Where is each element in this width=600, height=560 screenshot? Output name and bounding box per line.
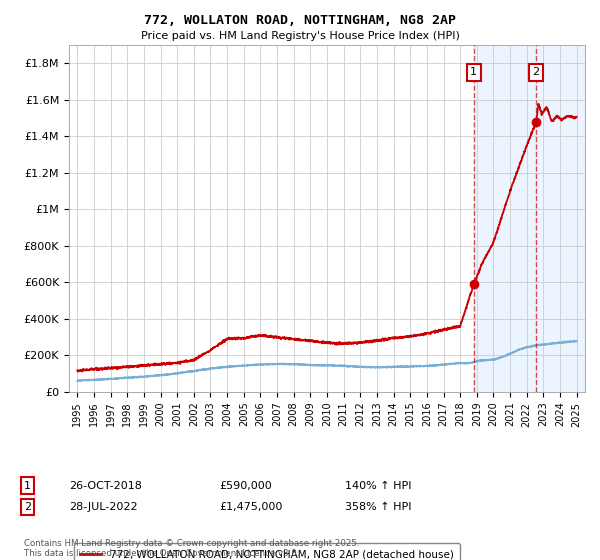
Text: 1: 1 [24,480,31,491]
Text: 26-OCT-2018: 26-OCT-2018 [69,480,142,491]
Text: 2: 2 [24,502,31,512]
Text: £590,000: £590,000 [219,480,272,491]
Text: 140% ↑ HPI: 140% ↑ HPI [345,480,412,491]
Bar [474,45,585,392]
Text: 772, WOLLATON ROAD, NOTTINGHAM, NG8 2AP: 772, WOLLATON ROAD, NOTTINGHAM, NG8 2AP [144,14,456,27]
Text: £1,475,000: £1,475,000 [219,502,283,512]
Text: 358% ↑ HPI: 358% ↑ HPI [345,502,412,512]
Text: Contains HM Land Registry data © Crown copyright and database right 2025.
This d: Contains HM Land Registry data © Crown c… [24,539,359,558]
Text: Price paid vs. HM Land Registry's House Price Index (HPI): Price paid vs. HM Land Registry's House … [140,31,460,41]
Text: 1: 1 [470,67,478,77]
Legend: 772, WOLLATON ROAD, NOTTINGHAM, NG8 2AP (detached house), HPI: Average price, de: 772, WOLLATON ROAD, NOTTINGHAM, NG8 2AP … [74,543,460,560]
Text: 2: 2 [533,67,539,77]
Text: 28-JUL-2022: 28-JUL-2022 [69,502,137,512]
